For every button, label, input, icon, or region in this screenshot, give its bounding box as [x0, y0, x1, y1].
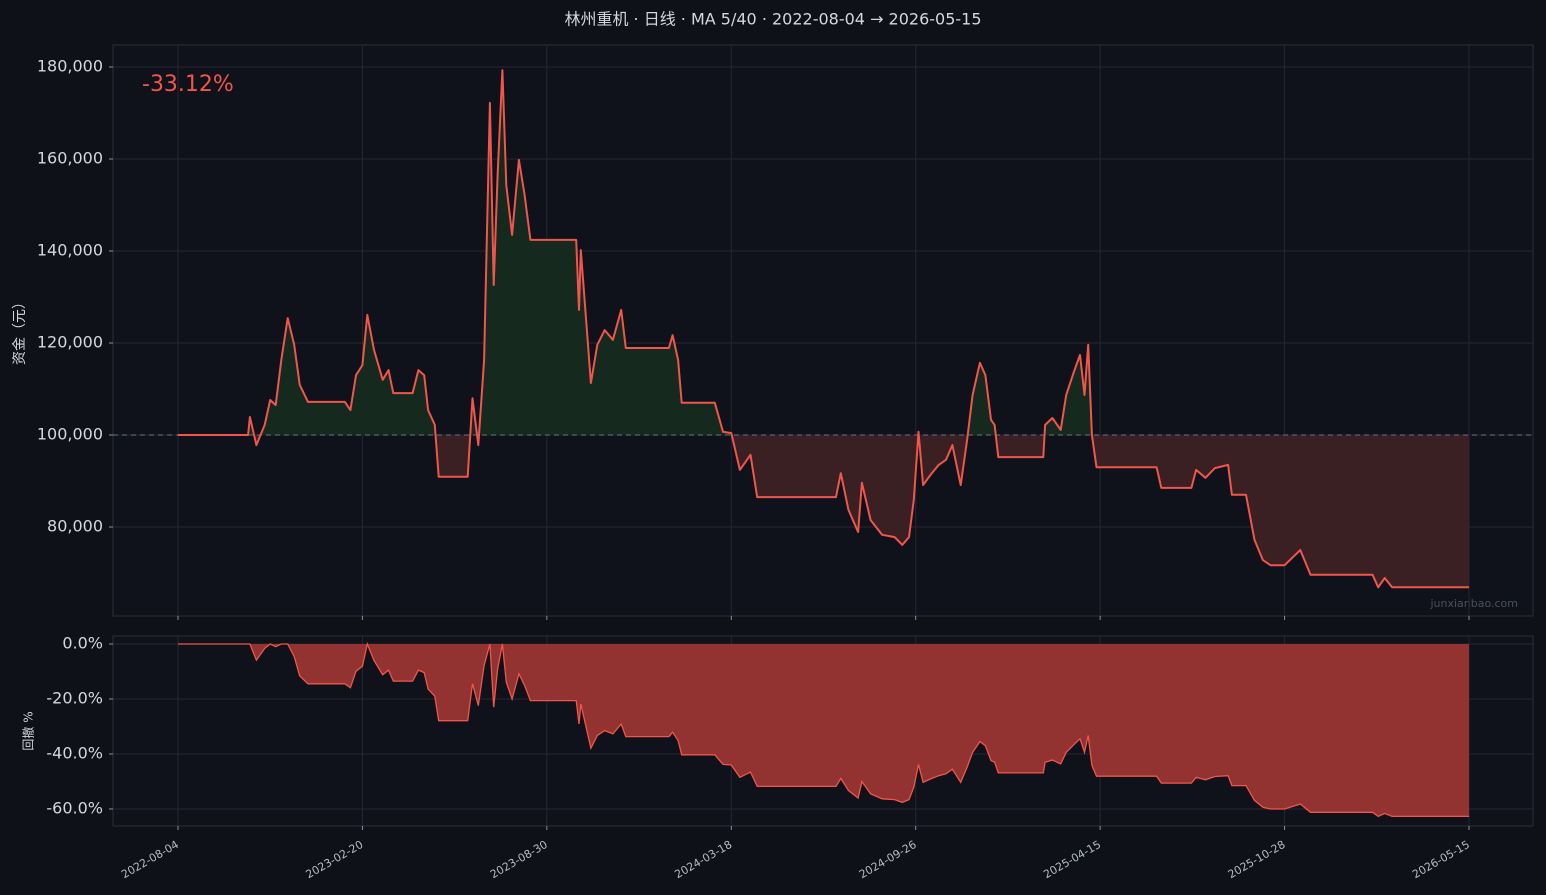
watermark: junxianbao.com — [1429, 597, 1518, 610]
y-tick-label: 120,000 — [37, 332, 103, 351]
y-tick-label: 160,000 — [37, 148, 103, 167]
y-tick-label: 0.0% — [62, 633, 103, 652]
area-fill-above — [178, 70, 1469, 435]
annotation: -33.12% — [142, 72, 234, 97]
y-tick-label: -40.0% — [46, 743, 103, 762]
y-axis-label: 资金（元） — [12, 295, 28, 365]
y-tick-label: -20.0% — [46, 688, 103, 707]
equity-line — [178, 69, 1469, 589]
y-tick-label: -60.0% — [46, 798, 103, 817]
y-tick-label: 140,000 — [37, 240, 103, 259]
y-axis-label: 回撤 % — [21, 711, 36, 750]
drawdown-area — [178, 643, 1469, 817]
y-tick-label: 100,000 — [37, 424, 103, 443]
y-tick-label: 180,000 — [37, 56, 103, 75]
y-tick-label: 80,000 — [47, 516, 103, 535]
area-fill-below — [178, 434, 1469, 588]
drawdown-line — [178, 641, 1469, 818]
chart-title: 林州重机 · 日线 · MA 5/40 · 2022-08-04 → 2026-… — [564, 10, 981, 29]
